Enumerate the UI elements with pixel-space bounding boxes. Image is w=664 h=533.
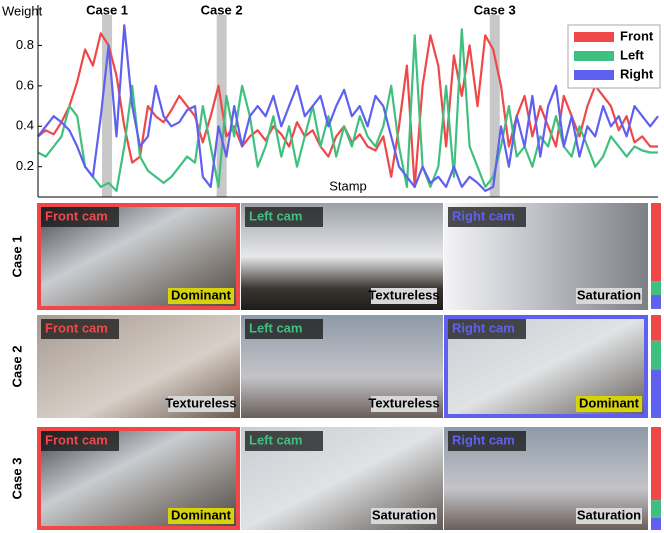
cam-label: Left cam bbox=[249, 432, 302, 447]
badge: Textureless bbox=[165, 395, 236, 410]
case-row-label: Case 3 bbox=[9, 458, 24, 500]
y-axis-label: Weight bbox=[2, 3, 43, 18]
cam-label: Front cam bbox=[45, 208, 108, 223]
badge: Saturation bbox=[577, 287, 641, 302]
legend-swatch bbox=[574, 70, 614, 80]
cam-label: Left cam bbox=[249, 208, 302, 223]
series-line bbox=[38, 29, 658, 191]
weight-segment bbox=[651, 315, 661, 341]
cam-label: Left cam bbox=[249, 320, 302, 335]
badge: Dominant bbox=[171, 287, 232, 302]
legend-label: Right bbox=[620, 66, 654, 81]
badge: Saturation bbox=[577, 507, 641, 522]
y-tick-label: 0.2 bbox=[16, 158, 34, 173]
badge: Dominant bbox=[579, 395, 640, 410]
y-tick-label: 0.4 bbox=[16, 118, 34, 133]
weight-segment bbox=[651, 341, 661, 370]
case-label: Case 3 bbox=[474, 2, 516, 17]
legend-label: Left bbox=[620, 47, 645, 62]
badge: Saturation bbox=[372, 507, 436, 522]
weight-segment bbox=[651, 427, 661, 500]
badge: Dominant bbox=[171, 507, 232, 522]
badge: Textureless bbox=[368, 287, 439, 302]
y-tick-label: 0.8 bbox=[16, 37, 34, 52]
figure: Weight Stamp Case 1 Case 2 Case 3 0.2 0.4 0.6… bbox=[0, 0, 664, 533]
case-label: Case 1 bbox=[86, 2, 128, 17]
weight-segment bbox=[651, 518, 661, 530]
badge: Textureless bbox=[368, 395, 439, 410]
case-row-label: Case 2 bbox=[9, 346, 24, 388]
case-row-label: Case 1 bbox=[9, 236, 24, 278]
legend-swatch bbox=[574, 51, 614, 61]
cam-label: Right cam bbox=[452, 432, 515, 447]
cam-label: Right cam bbox=[452, 208, 515, 223]
series-line bbox=[38, 33, 658, 187]
weight-segment bbox=[651, 203, 661, 281]
case-label: Case 2 bbox=[201, 2, 243, 17]
y-tick-label: 0.6 bbox=[16, 77, 34, 92]
x-axis-label: Stamp bbox=[329, 178, 367, 193]
cam-label: Right cam bbox=[452, 320, 515, 335]
weight-segment bbox=[651, 370, 661, 418]
weight-segment bbox=[651, 295, 661, 309]
weight-segment bbox=[651, 500, 661, 518]
cam-label: Front cam bbox=[45, 320, 108, 335]
series-line bbox=[38, 25, 658, 191]
legend-swatch bbox=[574, 32, 614, 42]
cam-label: Front cam bbox=[45, 432, 108, 447]
weight-segment bbox=[651, 281, 661, 295]
legend-label: Front bbox=[620, 28, 654, 43]
